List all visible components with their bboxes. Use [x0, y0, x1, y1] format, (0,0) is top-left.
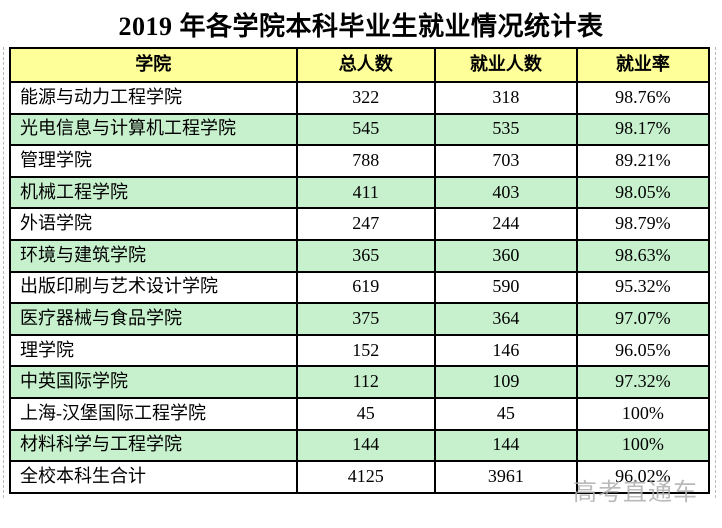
total-cell: 788	[295, 144, 436, 178]
employed-cell: 535	[433, 112, 578, 147]
college-cell: 外语学院	[9, 207, 298, 241]
table-row: 机械工程学院 411 403 98.05%	[9, 175, 711, 210]
college-cell: 管理学院	[9, 144, 298, 178]
rate-cell: 89.21%	[575, 144, 711, 178]
rate-cell: 98.76%	[575, 81, 711, 115]
rate-cell: 98.17%	[575, 112, 711, 147]
college-cell: 能源与动力工程学院	[9, 81, 298, 115]
rate-cell: 97.07%	[575, 302, 711, 336]
rate-cell: 98.63%	[575, 238, 711, 273]
rate-cell: 98.05%	[575, 175, 711, 210]
employed-cell: 360	[433, 238, 578, 273]
employed-cell: 109	[433, 365, 578, 399]
total-cell: 112	[295, 365, 436, 399]
college-cell: 出版印刷与艺术设计学院	[9, 270, 298, 305]
table-body: 能源与动力工程学院 322 318 98.76% 光电信息与计算机工程学院 545 535 9…	[9, 81, 711, 494]
total-cell: 152	[295, 333, 436, 368]
college-cell: 上海-汉堡国际工程学院	[9, 396, 298, 431]
employed-cell: 364	[433, 302, 578, 336]
rate-cell: 96.05%	[575, 333, 711, 368]
table-row: 环境与建筑学院 365 360 98.63%	[9, 238, 711, 273]
total-cell: 375	[295, 302, 436, 336]
col-header-college: 学院	[9, 47, 298, 83]
table-row: 上海-汉堡国际工程学院 45 45 100%	[9, 396, 711, 431]
rate-cell: 100%	[575, 396, 711, 431]
total-cell: 247	[295, 207, 436, 241]
employed-cell: 590	[433, 270, 578, 305]
total-cell: 45	[295, 396, 436, 431]
total-cell: 411	[295, 175, 436, 210]
table-row: 出版印刷与艺术设计学院 619 590 95.32%	[9, 270, 711, 305]
total-cell: 365	[295, 238, 436, 273]
college-cell: 材料科学与工程学院	[9, 428, 298, 463]
rate-cell: 97.32%	[575, 365, 711, 399]
rate-cell: 96.02%	[575, 460, 711, 494]
employed-cell: 146	[433, 333, 578, 368]
college-cell: 中英国际学院	[9, 365, 298, 399]
total-cell: 322	[295, 81, 436, 115]
page-title: 2019 年各学院本科毕业生就业情况统计表	[118, 12, 604, 41]
college-cell: 医疗器械与食品学院	[9, 302, 298, 336]
table-row: 光电信息与计算机工程学院 545 535 98.17%	[9, 112, 711, 147]
college-cell: 机械工程学院	[9, 175, 298, 210]
table-row: 管理学院 788 703 89.21%	[9, 144, 711, 178]
table-row: 医疗器械与食品学院 375 364 97.07%	[9, 302, 711, 336]
college-cell: 环境与建筑学院	[9, 238, 298, 273]
rate-cell: 100%	[575, 428, 711, 463]
employed-cell: 318	[433, 81, 578, 115]
employment-table: 学院 总人数 就业人数 就业率 能源与动力工程学院 322 318 98.76% 光电信…	[9, 47, 711, 494]
total-cell: 545	[295, 112, 436, 147]
college-cell: 光电信息与计算机工程学院	[9, 112, 298, 147]
header-row: 学院 总人数 就业人数 就业率	[9, 47, 711, 83]
col-header-total: 总人数	[295, 47, 436, 83]
total-cell: 144	[295, 428, 436, 463]
employed-cell: 703	[433, 144, 578, 178]
employed-cell: 45	[433, 396, 578, 431]
employed-cell: 144	[433, 428, 578, 463]
table-row: 能源与动力工程学院 322 318 98.76%	[9, 81, 711, 115]
table-row: 材料科学与工程学院 144 144 100%	[9, 428, 711, 463]
table-row: 中英国际学院 112 109 97.32%	[9, 365, 711, 399]
rate-cell: 98.79%	[575, 207, 711, 241]
employed-cell: 3961	[433, 460, 578, 494]
table-row: 全校本科生合计 4125 3961 96.02%	[9, 460, 711, 494]
table-row: 外语学院 247 244 98.79%	[9, 207, 711, 241]
col-header-rate: 就业率	[575, 47, 711, 83]
table-sheet: 学院 总人数 就业人数 就业率 能源与动力工程学院 322 318 98.76% 光电信…	[3, 47, 716, 498]
employed-cell: 244	[433, 207, 578, 241]
college-cell: 理学院	[9, 333, 298, 368]
rate-cell: 95.32%	[575, 270, 711, 305]
col-header-employed: 就业人数	[433, 47, 578, 83]
college-cell: 全校本科生合计	[9, 460, 298, 494]
total-cell: 619	[295, 270, 436, 305]
total-cell: 4125	[295, 460, 436, 494]
employed-cell: 403	[433, 175, 578, 210]
table-row: 理学院 152 146 96.05%	[9, 333, 711, 368]
